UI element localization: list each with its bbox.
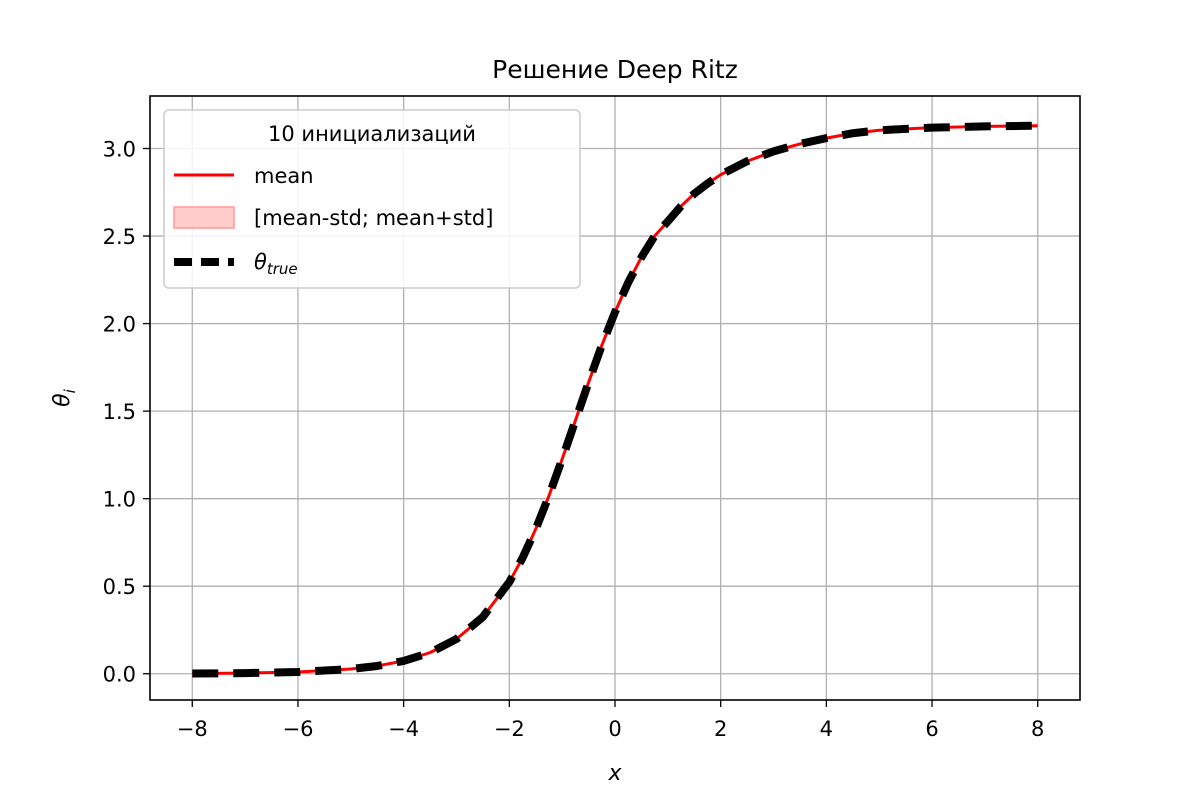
y-axis-label: θi — [50, 388, 79, 406]
x-tick-label: 0 — [608, 717, 621, 741]
legend-box — [163, 109, 581, 289]
x-tick-label: −6 — [282, 717, 313, 741]
y-tick-label: 1.0 — [103, 488, 136, 512]
legend-title: 10 инициализаций — [268, 122, 476, 146]
x-tick-label: 4 — [820, 717, 833, 741]
y-tick-label: 2.0 — [103, 313, 136, 337]
y-tick-label: 1.5 — [103, 400, 136, 424]
y-tick-label: 0.0 — [103, 663, 136, 687]
y-tick-label: 0.5 — [103, 575, 136, 599]
legend-label-true-base: θ — [254, 250, 267, 274]
y-tick-label: 2.5 — [103, 225, 136, 249]
y-axis-label-sub: i — [61, 388, 79, 393]
x-tick-label: −2 — [494, 717, 525, 741]
x-tick-label: −4 — [388, 717, 419, 741]
y-tick-label: 3.0 — [103, 138, 136, 162]
plot-series — [192, 121, 1038, 678]
x-tick-label: −8 — [177, 717, 208, 741]
legend-label-true: θtrue — [254, 250, 298, 278]
legend-label-true-sub: true — [267, 260, 298, 278]
x-tick-label: 6 — [925, 717, 938, 741]
x-tick-label: 2 — [714, 717, 727, 741]
legend-swatch-band — [173, 206, 235, 229]
ticks: −8 −6 −4 −2 0 2 4 6 8 0.0 0.5 1.0 1.5 2.0 2.5 3.0 — [103, 138, 1045, 741]
legend: 10 инициализаций mean [mean-std; mean+st… — [163, 109, 581, 289]
legend-label-band: [mean-std; mean+std] — [254, 206, 493, 230]
chart-title: Решение Deep Ritz — [492, 55, 738, 84]
legend-label-mean: mean — [254, 164, 314, 188]
y-axis-label-base: θ — [50, 393, 75, 407]
series-line-theta-true — [192, 121, 1038, 678]
x-axis-label: x — [607, 761, 622, 786]
svg-text:θi: θi — [50, 388, 79, 406]
x-tick-label: 8 — [1031, 717, 1044, 741]
